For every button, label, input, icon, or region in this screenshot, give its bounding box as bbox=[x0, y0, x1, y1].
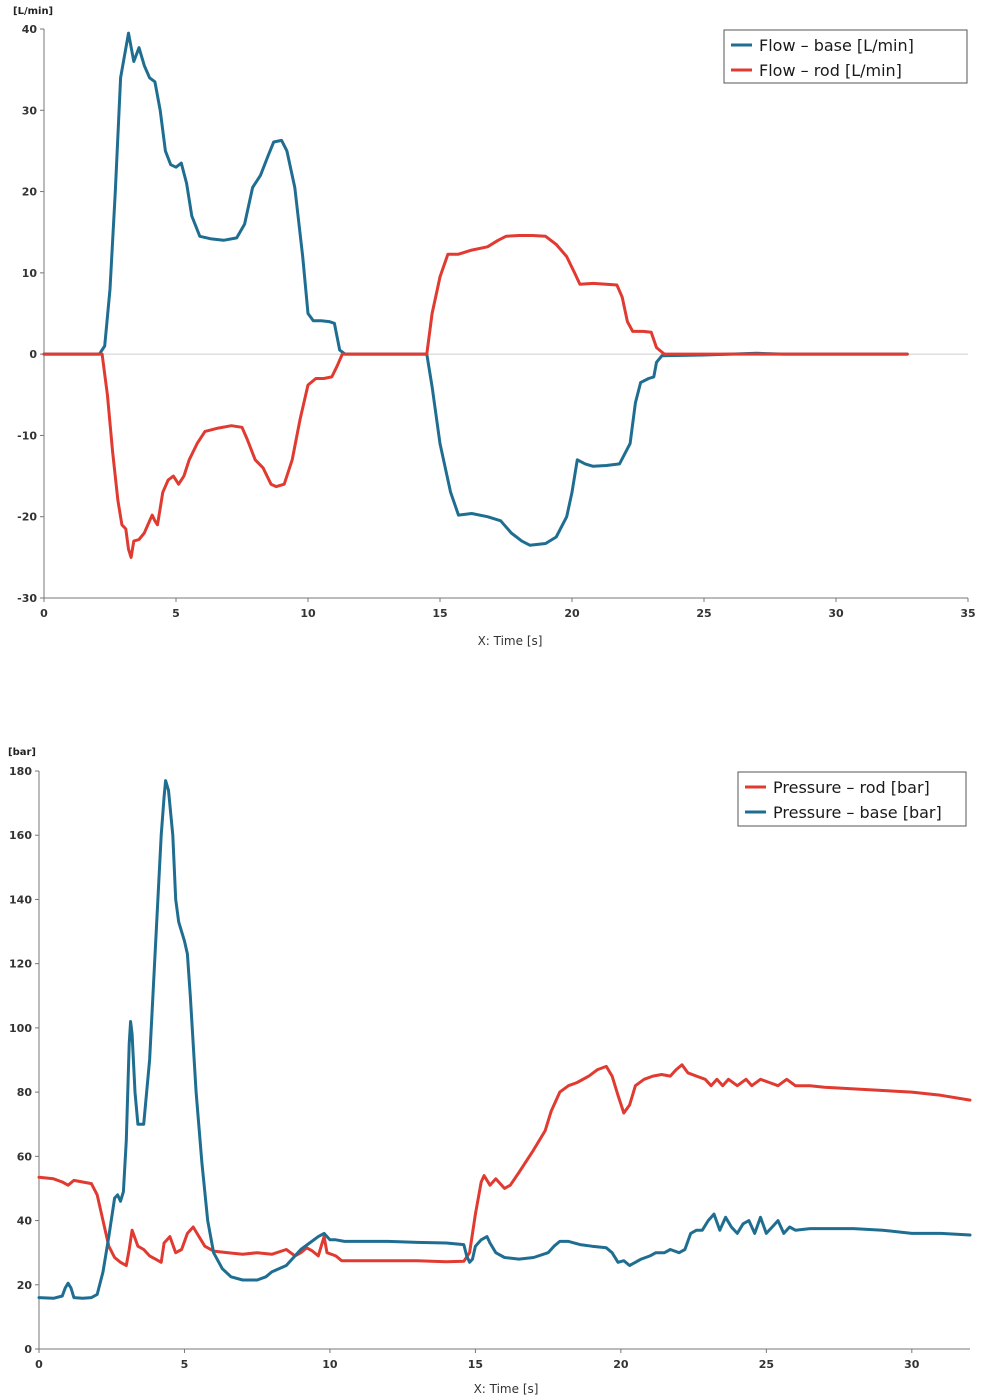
pressure-y-tick-label: 100 bbox=[9, 1022, 32, 1035]
pressure-y-tick-label: 140 bbox=[9, 893, 32, 906]
flow-y-tick-label: -20 bbox=[17, 511, 37, 524]
flow-legend-box bbox=[723, 29, 968, 84]
pressure-y-tick-label: 60 bbox=[17, 1150, 33, 1163]
flow-y-tick-label: 30 bbox=[22, 104, 38, 117]
pressure-legend-box bbox=[737, 771, 967, 827]
flow-chart: -30 -20 -10 0 10 20 30 40 0 5 10 15 20 25 30 35 bbox=[17, 23, 976, 620]
pressure-y-tick-label: 160 bbox=[9, 829, 32, 842]
pressure-series-line-a bbox=[37, 1063, 972, 1267]
flow-y-tick-label: -10 bbox=[17, 429, 37, 442]
flow-y-tick-label: 10 bbox=[22, 267, 38, 280]
flow-y-tick-label: 20 bbox=[22, 186, 38, 199]
pressure-y-tick-label: 120 bbox=[9, 958, 32, 971]
pressure-x-tick-label: 0 bbox=[35, 1358, 43, 1371]
pressure-y-tick-label: 0 bbox=[24, 1343, 32, 1356]
pressure-y-unit-label: [bar] bbox=[8, 747, 36, 758]
flow-y-tick-label: -30 bbox=[17, 592, 37, 605]
pressure-x-tick-label: 20 bbox=[613, 1358, 629, 1371]
flow-series-line-b bbox=[42, 234, 909, 559]
flow-x-tick-label: 10 bbox=[300, 607, 316, 620]
flow-x-tick-label: 15 bbox=[432, 607, 447, 620]
flow-x-axis-label: X: Time [s] bbox=[478, 634, 543, 648]
pressure-y-tick-label: 80 bbox=[17, 1086, 33, 1099]
flow-y-tick-label: 40 bbox=[22, 23, 38, 36]
flow-x-tick-label: 5 bbox=[172, 607, 180, 620]
flow-legend-label-rod: Flow – rod [L/min] bbox=[759, 61, 902, 80]
pressure-y-tick-label: 40 bbox=[17, 1215, 33, 1228]
flow-x-tick-label: 35 bbox=[960, 607, 975, 620]
flow-y-unit-label: [L/min] bbox=[13, 6, 53, 17]
flow-x-tick-label: 20 bbox=[564, 607, 580, 620]
flow-x-tick-label: 30 bbox=[828, 607, 844, 620]
flow-series-line-a bbox=[42, 31, 909, 547]
pressure-legend-label-base: Pressure – base [bar] bbox=[773, 803, 942, 822]
pressure-x-tick-label: 25 bbox=[759, 1358, 774, 1371]
pressure-x-tick-label: 15 bbox=[468, 1358, 483, 1371]
pressure-legend-label-rod: Pressure – rod [bar] bbox=[773, 778, 930, 797]
pressure-y-tick-label: 180 bbox=[9, 765, 32, 778]
flow-legend-label-base: Flow – base [L/min] bbox=[759, 36, 914, 55]
pressure-series-line-b bbox=[37, 779, 972, 1300]
flow-x-tick-label: 25 bbox=[696, 607, 711, 620]
pressure-y-tick-label: 20 bbox=[17, 1279, 33, 1292]
pressure-x-tick-label: 10 bbox=[322, 1358, 338, 1371]
pressure-x-tick-label: 5 bbox=[181, 1358, 189, 1371]
flow-x-tick-label: 0 bbox=[40, 607, 48, 620]
flow-y-tick-label: 0 bbox=[29, 348, 37, 361]
pressure-x-axis-label: X: Time [s] bbox=[474, 1382, 539, 1396]
pressure-x-tick-label: 30 bbox=[904, 1358, 920, 1371]
pressure-chart: 0 20 40 60 80 100 120 140 160 180 0 5 10 15 20 25 30 bbox=[9, 765, 972, 1371]
